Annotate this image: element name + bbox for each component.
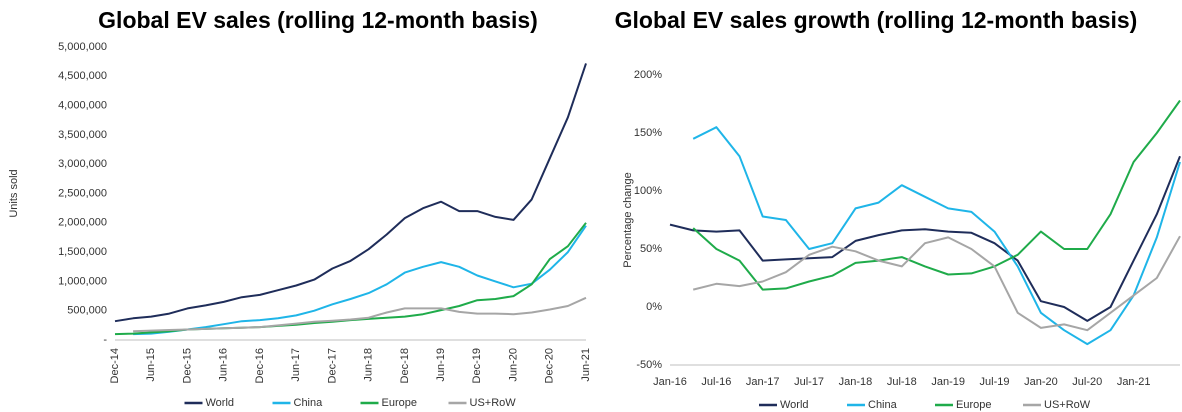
- x-tick-label: Jul-19: [980, 376, 1010, 388]
- chart-title: Global EV sales (rolling 12-month basis): [98, 7, 538, 33]
- x-tick-label: Jun-21: [580, 348, 592, 382]
- x-tick-label: Jun-18: [363, 348, 375, 382]
- y-tick-label: -50%: [636, 359, 662, 371]
- x-tick-label: Jun-17: [290, 348, 302, 382]
- y-tick-label: 50%: [640, 243, 662, 255]
- y-axis-label: Percentage change: [622, 172, 634, 267]
- y-tick-label: 3,000,000: [58, 158, 107, 170]
- x-tick-label: Jan-16: [653, 376, 687, 388]
- x-tick-label: Jul-16: [701, 376, 731, 388]
- y-tick-label: 500,000: [67, 305, 107, 317]
- y-tick-label: 4,500,000: [58, 70, 107, 82]
- legend-label: Europe: [956, 399, 991, 411]
- legend-label: China: [868, 399, 898, 411]
- y-tick-label: 200%: [634, 69, 662, 81]
- x-tick-label: Jan-21: [1117, 376, 1151, 388]
- series-line: [692, 99, 1181, 291]
- y-tick-label: 100%: [634, 185, 662, 197]
- y-tick-label: 5,000,000: [58, 41, 107, 53]
- y-tick-label: 4,000,000: [58, 100, 107, 112]
- y-tick-label: 1,000,000: [58, 275, 107, 287]
- y-tick-label: 3,500,000: [58, 129, 107, 141]
- series-line: [133, 296, 587, 333]
- legend-label: US+RoW: [470, 397, 517, 409]
- x-tick-label: Dec-16: [254, 348, 266, 383]
- x-tick-label: Dec-17: [326, 348, 338, 383]
- chart-title: Global EV sales growth (rolling 12-month…: [615, 7, 1138, 33]
- legend-label: World: [206, 397, 235, 409]
- series-line: [669, 155, 1181, 322]
- x-tick-label: Jul-17: [794, 376, 824, 388]
- y-tick-label: 2,500,000: [58, 187, 107, 199]
- x-tick-label: Dec-18: [399, 348, 411, 383]
- legend-label: US+RoW: [1044, 399, 1091, 411]
- x-tick-label: Jun-19: [435, 348, 447, 382]
- x-tick-label: Jul-18: [887, 376, 917, 388]
- x-tick-label: Dec-15: [181, 348, 193, 383]
- x-tick-label: Jan-19: [931, 376, 965, 388]
- x-tick-label: Jun-15: [145, 348, 157, 382]
- x-tick-label: Jan-20: [1024, 376, 1058, 388]
- x-tick-label: Jul-20: [1072, 376, 1102, 388]
- series-line: [133, 225, 587, 336]
- x-tick-label: Jun-16: [218, 348, 230, 382]
- legend-label: Europe: [382, 397, 417, 409]
- x-tick-label: Jun-20: [507, 348, 519, 382]
- x-tick-label: Dec-14: [109, 348, 121, 383]
- series-line: [692, 235, 1181, 332]
- y-tick-label: -: [103, 334, 107, 346]
- x-tick-label: Jan-18: [839, 376, 873, 388]
- y-tick-label: 1,500,000: [58, 246, 107, 258]
- x-tick-label: Dec-20: [544, 348, 556, 383]
- y-tick-label: 0%: [646, 301, 662, 313]
- y-tick-label: 150%: [634, 127, 662, 139]
- x-tick-label: Dec-19: [471, 348, 483, 383]
- legend-label: World: [780, 399, 809, 411]
- series-line: [114, 222, 587, 336]
- y-axis-label: Units sold: [8, 169, 20, 217]
- series-line: [692, 126, 1181, 346]
- legend-label: China: [294, 397, 324, 409]
- series-line: [114, 63, 587, 323]
- x-tick-label: Jan-17: [746, 376, 780, 388]
- y-tick-label: 2,000,000: [58, 217, 107, 229]
